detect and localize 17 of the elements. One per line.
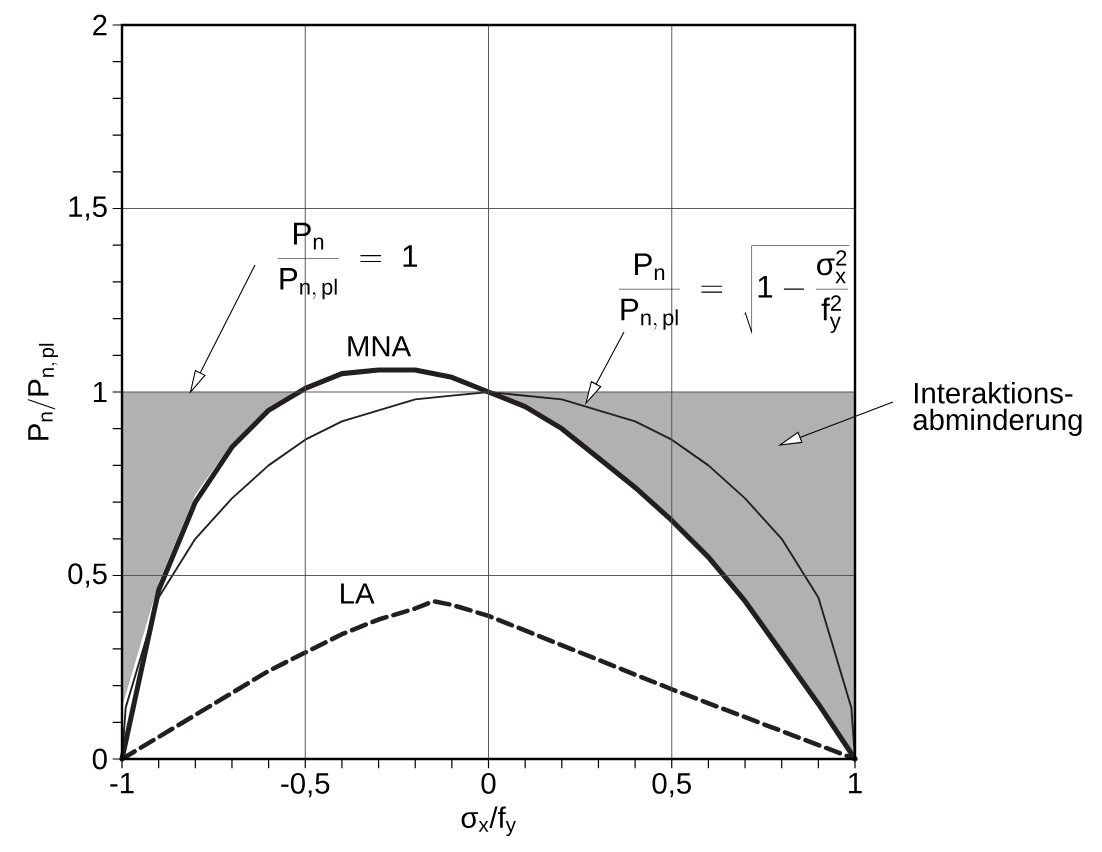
annotation: $\frac{\mathrm{P_{n}}}{\mathrm{P_{n,\,pl}}}\;=\;\mathrm{1}$ xyxy=(277,222,418,300)
x-tick-label: -0,5 xyxy=(281,773,330,798)
x-tick-label: 1 xyxy=(849,773,862,794)
y-tick-label: 2 xyxy=(93,14,107,36)
y-tick-label: 1 xyxy=(93,381,107,403)
y-tick-label: 1,5 xyxy=(69,196,107,221)
annotation: $\frac{\mathrm{P_{n}}}{\mathrm{P_{n,\,pl}}}\;=\;\sqrt{\mathrm{1}-\frac{\mbox{σ}_{\mathrm{x}}^{\mathrm{2}}}{\mathrm{f}_{\mathrm{y}}^{\mathrm{2}}}}$ xyxy=(618,245,850,334)
y-axis-title: $\mathrm{P_{n}}/\mathrm{P_{n,\,pl}}$ xyxy=(27,343,59,440)
x-tick-label: 0,5 xyxy=(652,773,691,798)
x-tick-label: 0 xyxy=(481,773,496,794)
text: Interaktions-abminderung xyxy=(913,381,1082,436)
y-tick-label: 0 xyxy=(92,748,107,770)
series-label: LA xyxy=(341,583,375,604)
series-label: MNA xyxy=(348,336,412,357)
x-axis-title: σ$_{x}$/f$_{y}$ xyxy=(461,806,516,837)
x-tick-label: -1 xyxy=(110,773,134,794)
y-tick-label: 0,5 xyxy=(68,563,107,588)
